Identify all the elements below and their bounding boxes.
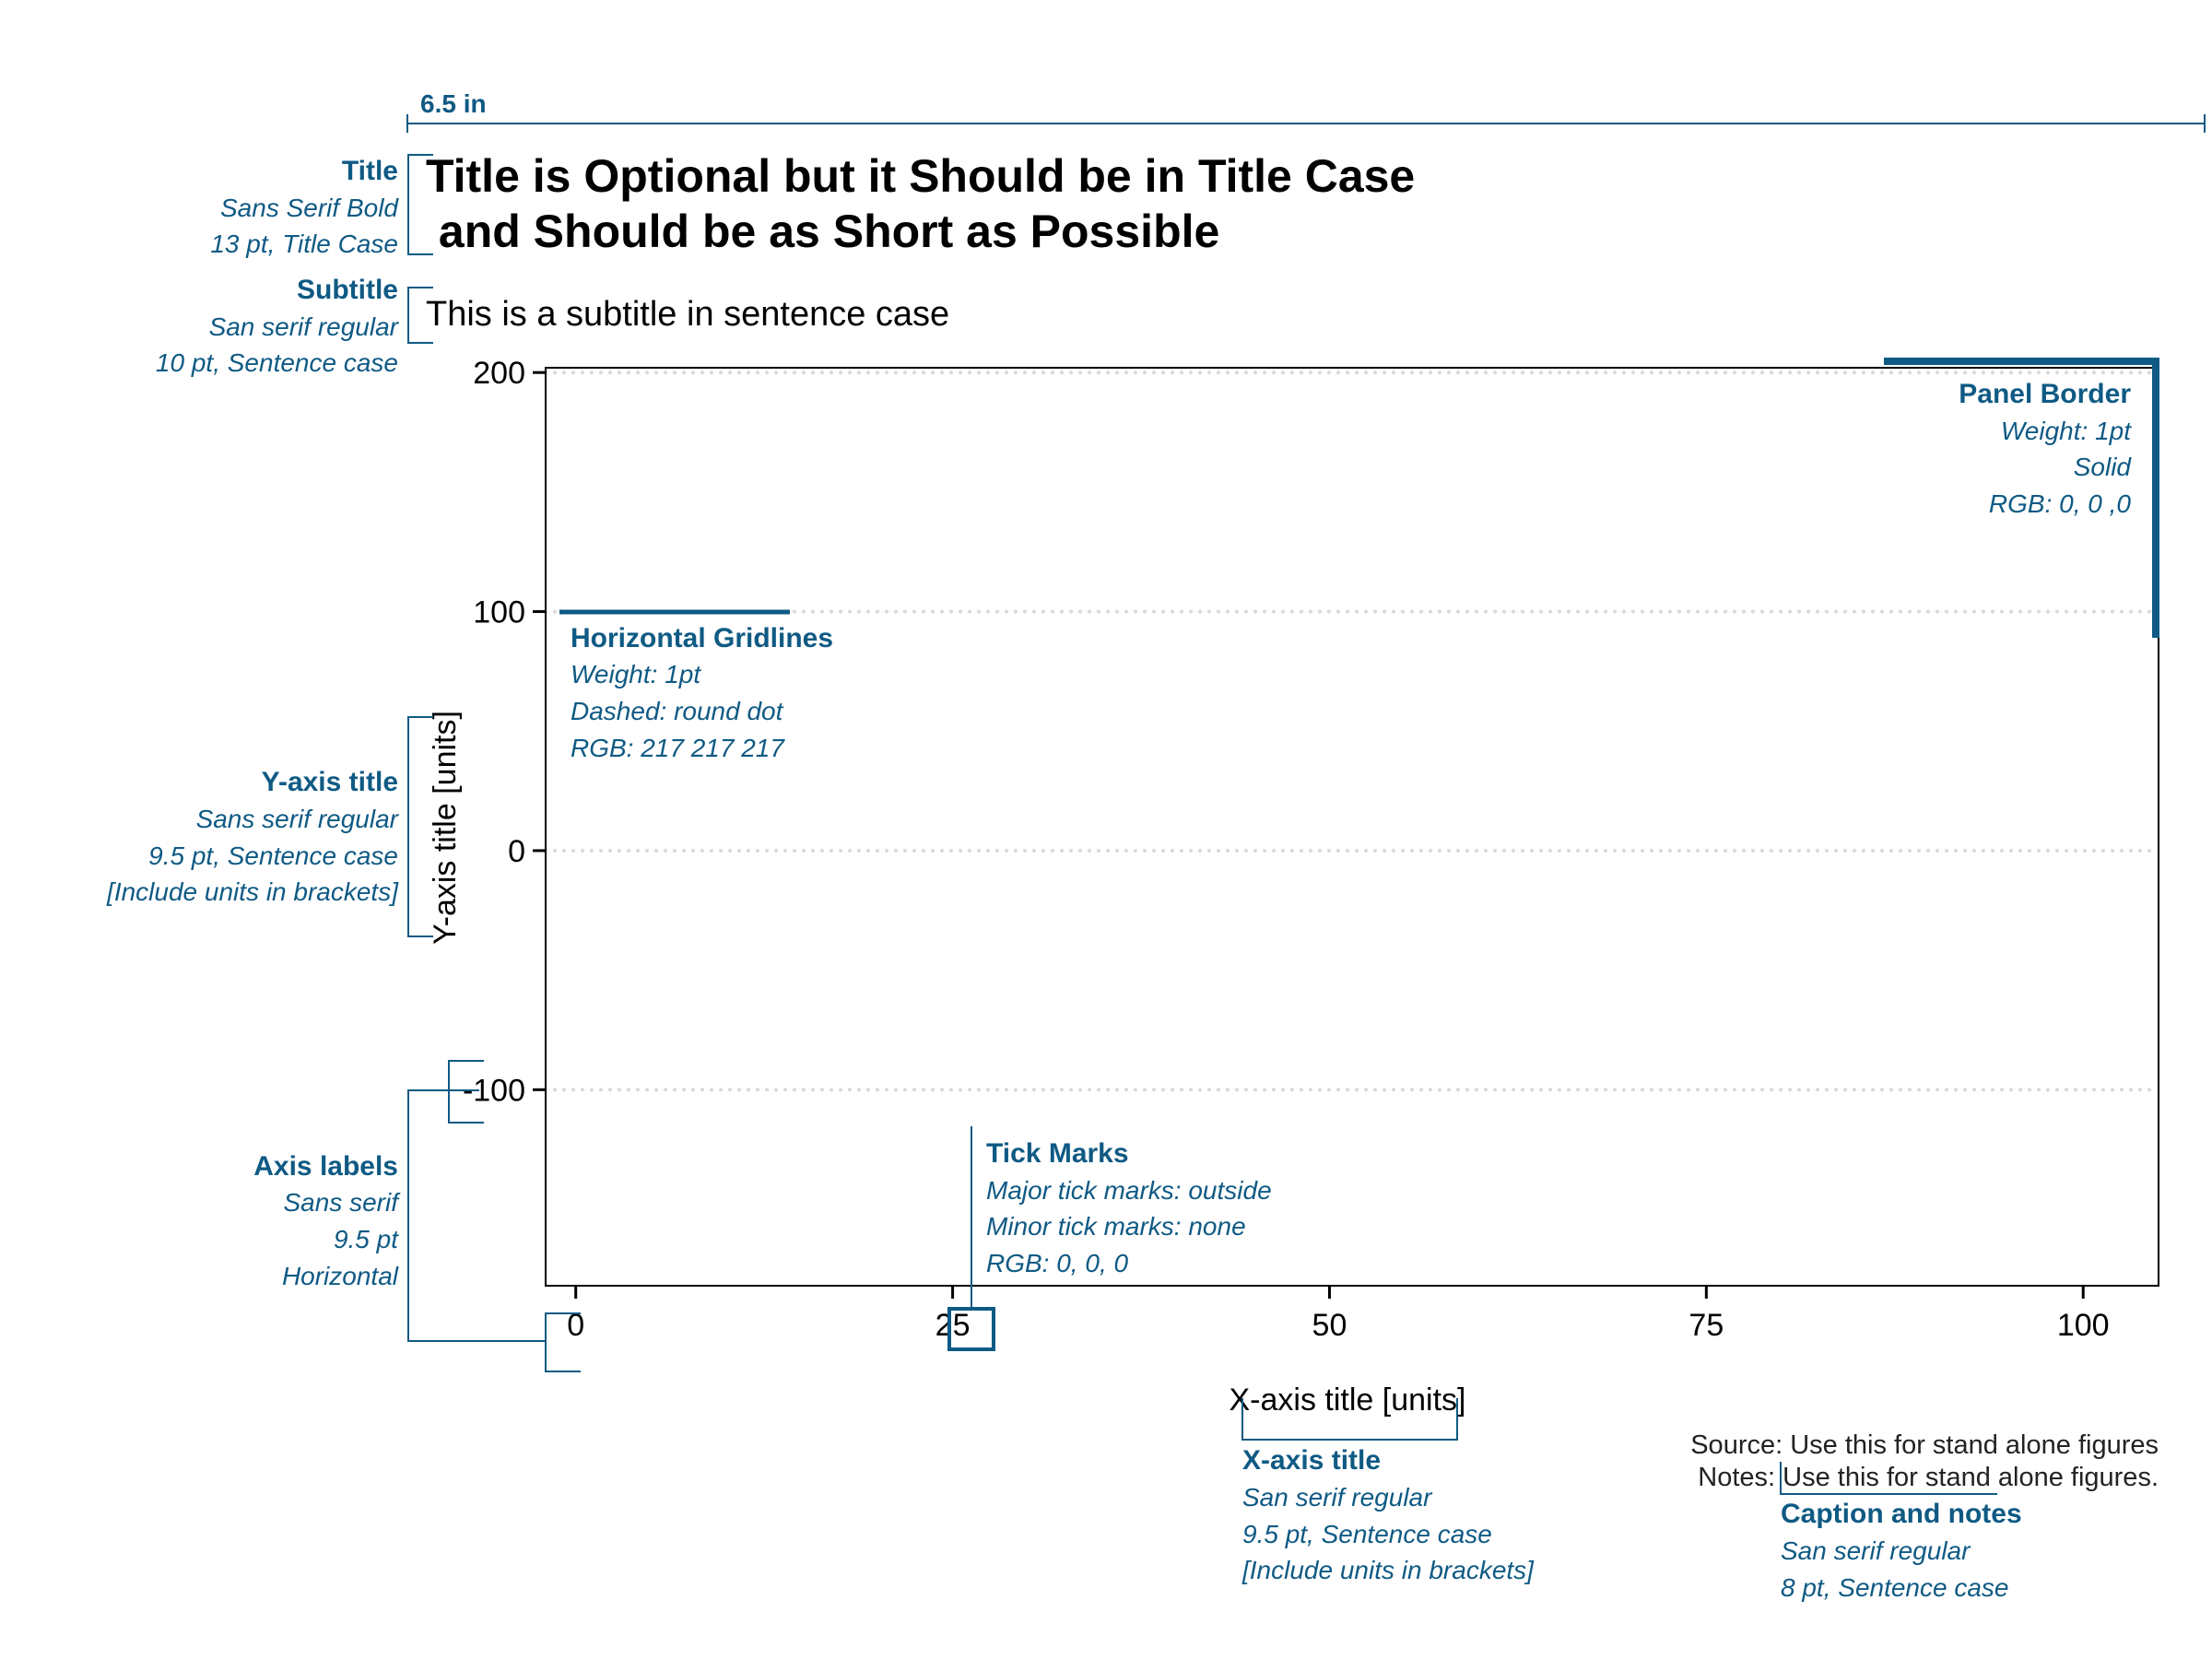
annotation-axis-labels-line: 9.5 pt — [334, 1225, 399, 1253]
annotation-yaxis-line: 9.5 pt, Sentence case — [148, 841, 398, 870]
y-tick-label: 100 — [473, 595, 525, 630]
caption-source: Source: Use this for stand alone figures — [1690, 1430, 2159, 1460]
annotation-tick-marks-line: Minor tick marks: none — [986, 1212, 1246, 1241]
annotation-yaxis-line: [Include units in brackets] — [106, 877, 399, 906]
annotation-subtitle-head: Subtitle — [297, 275, 398, 305]
annotation-gridlines-head: Horizontal Gridlines — [571, 623, 833, 653]
annotation-subtitle-line: 10 pt, Sentence case — [156, 348, 398, 377]
annotation-tick-marks-line: Major tick marks: outside — [986, 1176, 1272, 1205]
width-label: 6.5 in — [420, 89, 487, 118]
annotation-caption-line: 8 pt, Sentence case — [1781, 1573, 2009, 1602]
chart-title-line-2: and Should be as Short as Possible — [426, 206, 1219, 257]
annotation-xaxis-line: San serif regular — [1242, 1483, 1433, 1512]
gridlines — [544, 371, 2160, 1092]
annotation-panel-border-line: Solid — [2074, 453, 2133, 481]
annotation-xaxis-line: 9.5 pt, Sentence case — [1242, 1520, 1492, 1548]
annotation-axis-labels-head: Axis labels — [253, 1151, 398, 1182]
annotation-axis-labels-line: Horizontal — [282, 1262, 399, 1290]
annotation-tick-marks-line: RGB: 0, 0, 0 — [986, 1249, 1128, 1277]
annotation-yaxis-head: Y-axis title — [262, 767, 398, 797]
annotation-panel-border-head: Panel Border — [1959, 379, 2131, 409]
panel-border-callout-bar — [1884, 358, 2159, 638]
caption-notes: Notes: Use this for stand alone figures. — [1698, 1463, 2159, 1492]
annotation-title-head: Title — [342, 156, 398, 186]
x-tick-label: 25 — [935, 1308, 971, 1343]
annotation-axis-labels-line: Sans serif — [284, 1188, 402, 1217]
annotation-yaxis-line: Sans serif regular — [196, 805, 400, 833]
annotation-subtitle-line: San serif regular — [209, 312, 400, 341]
annotation-panel-border-line: Weight: 1pt — [2001, 417, 2132, 445]
y-tick-label: 0 — [508, 834, 525, 869]
annotation-gridlines-line: Dashed: round dot — [571, 697, 784, 725]
y-axis-title: Y-axis title [units] — [428, 711, 463, 945]
annotation-caption-head: Caption and notes — [1781, 1499, 2022, 1529]
annotation-gridlines-line: Weight: 1pt — [571, 660, 701, 688]
annotation-tick-marks-head: Tick Marks — [986, 1138, 1129, 1169]
annotation-xaxis-head: X-axis title — [1242, 1445, 1381, 1476]
annotation-gridlines-line: RGB: 217 217 217 — [571, 734, 785, 762]
x-tick-label: 50 — [1312, 1308, 1347, 1343]
x-tick-label: 0 — [567, 1308, 584, 1343]
annotation-caption-line: San serif regular — [1781, 1536, 1971, 1565]
chart-subtitle: This is a subtitle in sentence case — [426, 295, 949, 334]
annotation-xaxis-line: [Include units in brackets] — [1241, 1556, 1535, 1584]
x-tick-label: 100 — [2057, 1308, 2110, 1343]
annotation-title-line: 13 pt, Title Case — [210, 229, 398, 258]
panel-border — [545, 367, 2159, 1287]
x-axis-title: X-axis title [units] — [1230, 1382, 1466, 1418]
annotation-panel-border-line: RGB: 0, 0 ,0 — [1989, 489, 2131, 518]
width-measure — [406, 114, 2206, 133]
chart-title-line-1: Title is Optional but it Should be in Ti… — [426, 150, 1415, 202]
y-tick-label: 200 — [473, 356, 525, 391]
annotation-brackets — [407, 154, 1997, 1495]
annotation-title-line: Sans Serif Bold — [220, 194, 399, 222]
x-tick-label: 75 — [1688, 1308, 1724, 1343]
